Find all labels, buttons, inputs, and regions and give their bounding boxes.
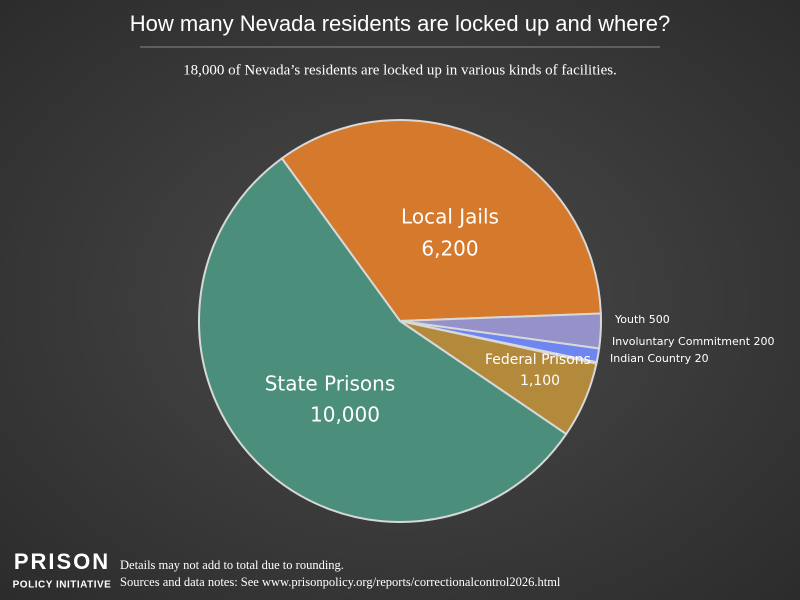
slice-label-group: Indian Country 20 (610, 352, 709, 365)
slice-value: 20 (695, 352, 709, 365)
footnote: Sources and data notes: See www.prisonpo… (120, 575, 561, 589)
footnote: Details may not add to total due to roun… (120, 558, 344, 572)
logo-line: POLICY INITIATIVE (13, 580, 112, 591)
slice-value: 10,000 (310, 403, 380, 427)
chart-title: How many Nevada residents are locked up … (130, 11, 671, 36)
slice-label: Local Jails (401, 205, 499, 229)
pie-slice (280, 119, 602, 323)
slice-label: Youth (614, 313, 645, 326)
pie-slice (198, 156, 568, 523)
slice-value: 500 (649, 313, 670, 326)
slice-label: Indian Country (610, 352, 692, 365)
slice-label: Federal Prisons (485, 352, 591, 368)
slice-value: 1,100 (520, 373, 560, 389)
slice-value: 200 (754, 335, 775, 348)
slice-label-group: Youth 500 (614, 313, 670, 326)
slice-label: Involuntary Commitment (612, 335, 751, 348)
logo-line: PRISON (14, 549, 110, 574)
slice-value: 6,200 (421, 237, 478, 261)
slice-label-group: Involuntary Commitment 200 (612, 335, 775, 348)
slice-label: State Prisons (265, 372, 396, 396)
chart-subtitle: 18,000 of Nevada’s residents are locked … (183, 62, 617, 78)
